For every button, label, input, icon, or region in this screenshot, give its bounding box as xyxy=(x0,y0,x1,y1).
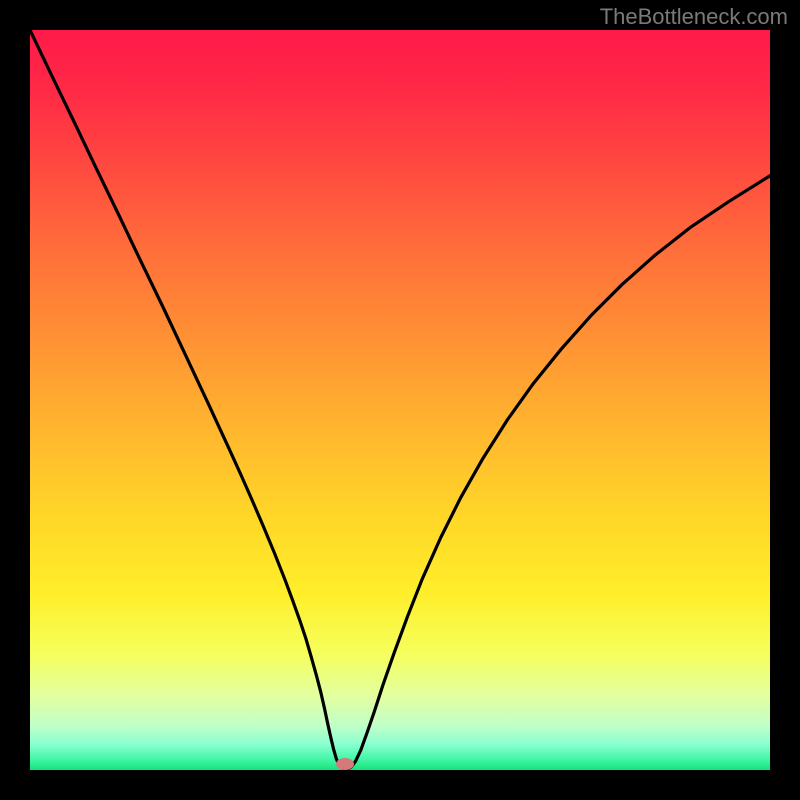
watermark: TheBottleneck.com xyxy=(600,4,788,30)
curve xyxy=(30,30,770,770)
plot-area xyxy=(30,30,770,770)
